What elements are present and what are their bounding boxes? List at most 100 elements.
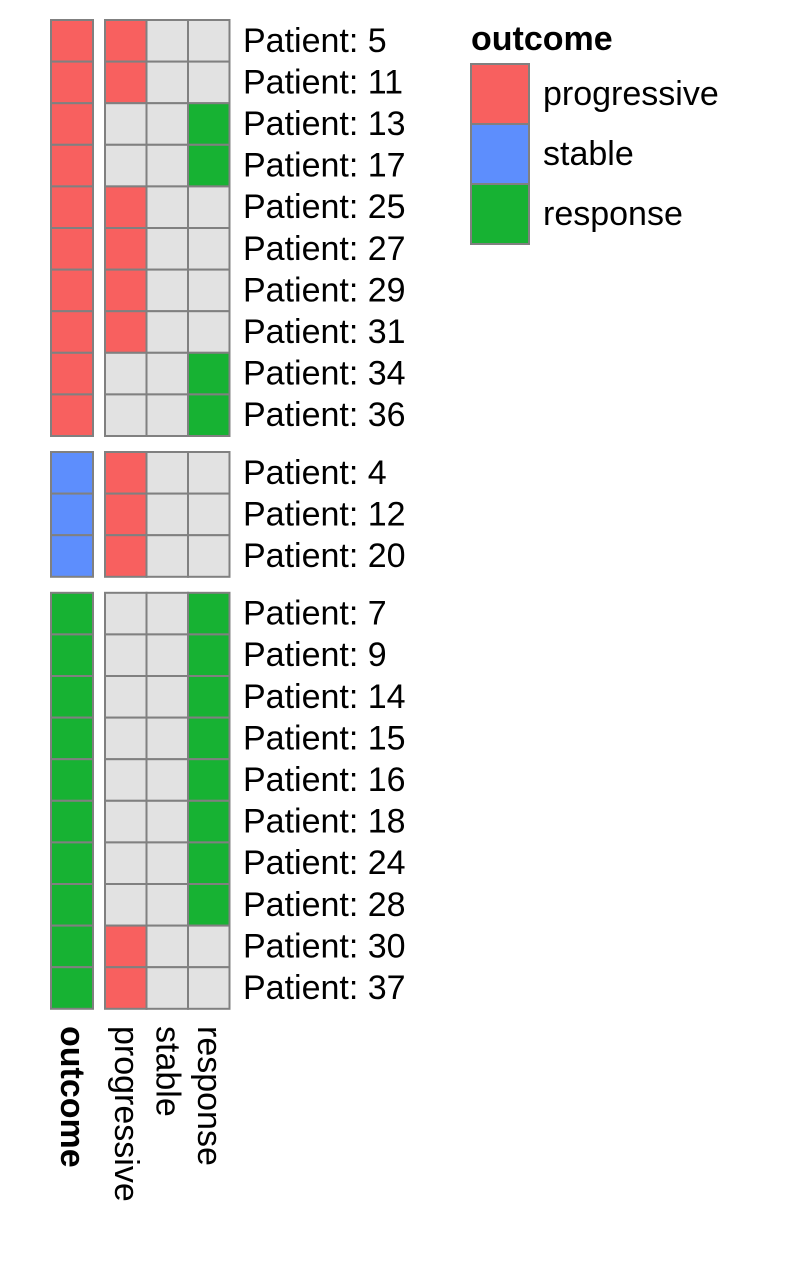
heatmap-cell-response xyxy=(187,799,231,844)
heatmap-cell-progressive xyxy=(104,799,148,844)
heatmap-cell-stable xyxy=(145,966,189,1010)
row-label: Patient: 7 xyxy=(243,595,387,633)
annotation-cell xyxy=(50,268,94,313)
row-label: Patient: 14 xyxy=(243,678,406,716)
heatmap-cell-stable xyxy=(145,675,189,719)
heatmap-cell-response xyxy=(187,758,231,802)
heatmap-cell-response xyxy=(187,185,231,229)
legend-swatch-stable xyxy=(470,123,530,185)
heatmap-cell-progressive xyxy=(104,534,148,578)
legend: outcome progressive stable response xyxy=(470,20,719,245)
row-label: Patient: 27 xyxy=(243,230,406,268)
heatmap-cell-response xyxy=(187,19,231,63)
row-label: Patient: 15 xyxy=(243,719,406,757)
heatmap-cell-stable xyxy=(145,185,189,229)
annotation-cell xyxy=(50,143,94,188)
row-label: Patient: 5 xyxy=(243,22,387,60)
heatmap-cell-progressive xyxy=(104,758,148,802)
legend-label-stable: stable xyxy=(543,135,634,173)
column-label-stable: stable xyxy=(148,1026,186,1117)
heatmap-cell-progressive xyxy=(104,102,148,146)
row-label: Patient: 20 xyxy=(243,537,406,575)
annotation-cell xyxy=(50,60,94,105)
row-label: Patient: 29 xyxy=(243,271,406,309)
annotation-cell xyxy=(50,19,94,63)
heatmap-cell-response xyxy=(187,310,231,354)
legend-label-progressive: progressive xyxy=(543,75,719,113)
annotation-cell xyxy=(50,310,94,354)
annotation-cell xyxy=(50,716,94,761)
heatmap-cell-stable xyxy=(145,758,189,802)
heatmap-cells xyxy=(104,19,231,1010)
heatmap-cell-progressive xyxy=(104,883,148,927)
annotation-cell xyxy=(50,924,94,969)
heatmap-cell-progressive xyxy=(104,351,148,396)
heatmap-cell-stable xyxy=(145,451,189,495)
heatmap-cell-progressive xyxy=(104,268,148,313)
annotation-cell xyxy=(50,227,94,271)
row-label: Patient: 12 xyxy=(243,495,406,533)
heatmap-cell-stable xyxy=(145,492,189,537)
heatmap-cell-response xyxy=(187,633,231,678)
annotation-cell xyxy=(50,883,94,927)
row-label: Patient: 16 xyxy=(243,761,406,799)
heatmap-cell-progressive xyxy=(104,841,148,886)
heatmap-cell-response xyxy=(187,883,231,927)
heatmap-cell-response xyxy=(187,60,231,105)
row-label: Patient: 4 xyxy=(243,454,387,492)
heatmap-cell-progressive xyxy=(104,143,148,188)
heatmap-cell-response xyxy=(187,268,231,313)
heatmap-cell-stable xyxy=(145,393,189,437)
row-label: Patient: 9 xyxy=(243,636,387,674)
annotation-column-label: outcome xyxy=(53,1026,91,1168)
annotation-cell xyxy=(50,102,94,146)
row-label: Patient: 18 xyxy=(243,803,406,841)
row-label: Patient: 36 xyxy=(243,396,406,434)
annotation-cell xyxy=(50,591,94,636)
row-label: Patient: 31 xyxy=(243,313,406,351)
row-label: Patient: 34 xyxy=(243,355,406,393)
column-label-progressive: progressive xyxy=(107,1026,145,1202)
heatmap-cell-progressive xyxy=(104,633,148,678)
heatmap-cell-response xyxy=(187,351,231,396)
heatmap-cell-stable xyxy=(145,716,189,761)
annotation-cell xyxy=(50,451,94,495)
heatmap-cell-progressive xyxy=(104,675,148,719)
heatmap-cell-response xyxy=(187,534,231,578)
heatmap-cell-stable xyxy=(145,633,189,678)
annotation-cell xyxy=(50,534,94,578)
heatmap-cell-progressive xyxy=(104,451,148,495)
heatmap-cell-response xyxy=(187,675,231,719)
heatmap-cell-stable xyxy=(145,310,189,354)
legend-title: outcome xyxy=(471,20,613,58)
legend-swatch-progressive xyxy=(470,63,530,125)
heatmap-cell-response xyxy=(187,451,231,495)
heatmap-cell-stable xyxy=(145,19,189,63)
heatmap-cell-response xyxy=(187,102,231,146)
heatmap-cell-progressive xyxy=(104,924,148,969)
heatmap-cell-progressive xyxy=(104,966,148,1010)
heatmap-cell-response xyxy=(187,143,231,188)
annotation-cell xyxy=(50,675,94,719)
heatmap-cell-response xyxy=(187,492,231,537)
row-label: Patient: 24 xyxy=(243,844,406,882)
heatmap-cell-progressive xyxy=(104,393,148,437)
heatmap-cell-response xyxy=(187,966,231,1010)
heatmap-cell-stable xyxy=(145,60,189,105)
row-label: Patient: 37 xyxy=(243,969,406,1007)
heatmap-cell-progressive xyxy=(104,19,148,63)
row-label: Patient: 25 xyxy=(243,188,406,226)
heatmap-cell-stable xyxy=(145,351,189,396)
annotation-cell xyxy=(50,841,94,886)
legend-label-response: response xyxy=(543,195,683,233)
heatmap-cell-progressive xyxy=(104,60,148,105)
heatmap-cell-progressive xyxy=(104,185,148,229)
row-label: Patient: 17 xyxy=(243,147,406,185)
heatmap-cell-response xyxy=(187,393,231,437)
annotation-cell xyxy=(50,393,94,437)
annotation-cell xyxy=(50,799,94,844)
heatmap-cell-stable xyxy=(145,799,189,844)
annotation-cell xyxy=(50,351,94,396)
annotation-cell xyxy=(50,758,94,802)
